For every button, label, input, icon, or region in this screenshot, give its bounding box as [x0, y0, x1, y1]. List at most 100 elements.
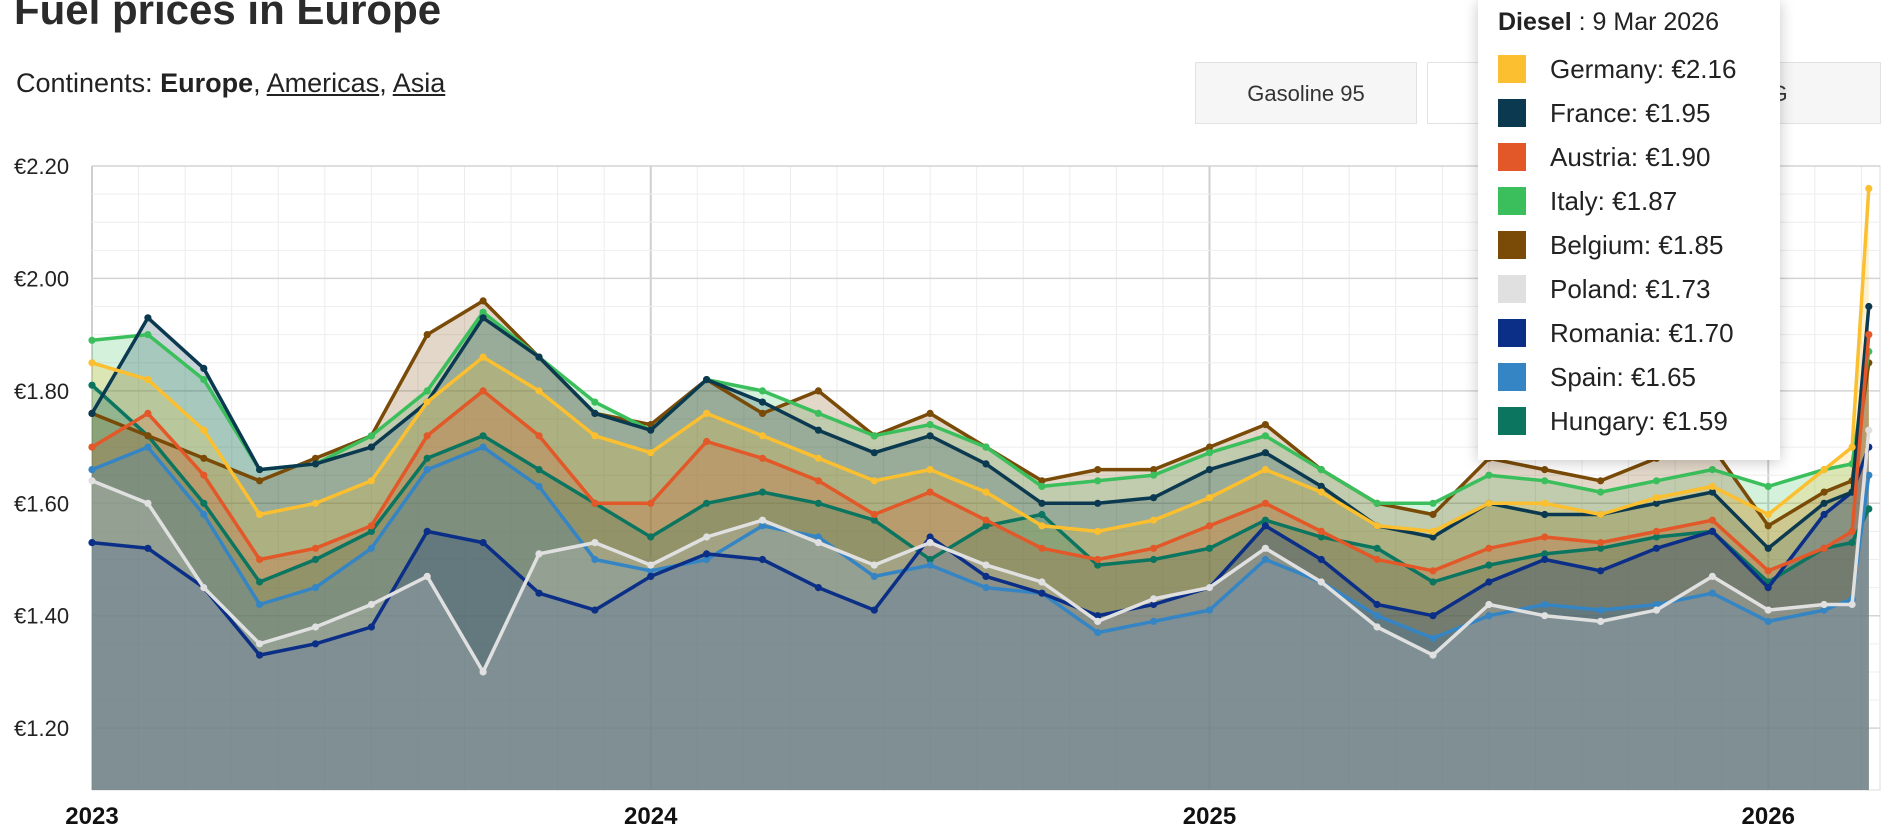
data-point-romania — [1708, 527, 1716, 535]
y-tick-label: €2.20 — [14, 154, 69, 179]
data-point-spain — [200, 510, 208, 519]
data-point-poland — [423, 572, 431, 580]
data-point-belgium — [1597, 477, 1605, 485]
data-point-poland — [1205, 584, 1214, 592]
data-point-germany — [926, 466, 934, 474]
legend-swatch — [1498, 187, 1526, 215]
data-point-hungary — [814, 499, 823, 507]
data-point-germany — [1317, 488, 1325, 496]
data-point-italy — [200, 376, 208, 384]
data-point-germany — [200, 426, 208, 434]
data-point-italy — [479, 308, 487, 316]
data-point-poland — [870, 561, 878, 569]
data-point-france — [144, 314, 152, 322]
data-point-spain — [144, 443, 152, 451]
data-point-hungary — [1597, 544, 1605, 552]
data-point-belgium — [1820, 488, 1828, 496]
data-point-france — [1038, 499, 1046, 507]
series-line-france — [90, 306, 1871, 551]
data-point-hungary — [647, 533, 655, 541]
data-point-germany — [479, 353, 487, 361]
data-point-france — [926, 432, 934, 440]
series-line-germany — [91, 188, 1871, 534]
data-point-poland — [1597, 617, 1605, 625]
data-point-italy — [870, 432, 878, 440]
continent-link-americas[interactable]: Americas — [266, 68, 380, 98]
data-point-italy — [1317, 466, 1325, 474]
data-point-austria — [1373, 555, 1381, 564]
data-point-poland — [311, 623, 320, 631]
data-point-france — [88, 409, 96, 417]
x-tick-label: 2025 — [1183, 803, 1236, 830]
data-point-poland — [1038, 578, 1046, 586]
tooltip-row-label: Germany: €2.16 — [1550, 53, 1737, 84]
data-point-belgium — [1205, 443, 1214, 451]
data-point-germany — [1541, 499, 1549, 507]
data-point-hungary — [1205, 544, 1214, 552]
data-point-austria — [144, 409, 152, 417]
data-point-italy — [591, 398, 599, 406]
tooltip-row: France: €1.95 — [1498, 91, 1760, 135]
data-point-italy — [1541, 477, 1549, 485]
data-point-italy — [1429, 499, 1437, 507]
data-point-belgium — [1150, 466, 1158, 474]
data-point-germany — [1261, 466, 1269, 474]
legend-swatch — [1498, 275, 1526, 303]
data-point-spain — [479, 443, 487, 451]
data-point-austria — [1429, 567, 1437, 575]
data-point-austria — [1205, 522, 1214, 530]
data-point-poland — [1652, 606, 1661, 614]
data-point-romania — [88, 539, 96, 547]
data-point-romania — [1429, 612, 1437, 620]
data-point-germany — [1150, 516, 1158, 524]
data-point-germany — [367, 477, 375, 485]
data-point-france — [647, 426, 655, 434]
data-point-italy — [1708, 466, 1716, 474]
tab-gasoline-95[interactable]: Gasoline 95 — [1195, 62, 1417, 124]
data-point-hungary — [1541, 550, 1549, 558]
data-point-germany — [758, 432, 767, 440]
data-point-romania — [1652, 544, 1661, 552]
data-point-romania — [1150, 600, 1158, 609]
data-point-austria — [926, 488, 934, 496]
tooltip-header: Diesel : 9 Mar 2026 — [1498, 8, 1719, 36]
data-point-germany — [1094, 527, 1102, 535]
data-point-germany — [535, 387, 543, 395]
data-point-spain — [1485, 612, 1493, 620]
data-point-poland — [1317, 578, 1325, 586]
data-point-austria — [1317, 527, 1325, 535]
tooltip-row: Germany: €2.16 — [1498, 47, 1760, 91]
continent-link-asia[interactable]: Asia — [392, 68, 446, 98]
data-point-austria — [1261, 499, 1269, 507]
data-point-hungary — [256, 578, 264, 586]
data-point-poland — [144, 499, 152, 507]
data-point-spain — [256, 600, 264, 609]
data-point-austria — [703, 437, 711, 446]
data-point-germany — [311, 499, 320, 507]
data-point-poland — [1261, 544, 1269, 552]
data-point-italy — [1094, 477, 1102, 485]
data-point-italy — [1038, 482, 1046, 490]
data-point-romania — [311, 640, 320, 648]
data-point-hungary — [367, 527, 375, 535]
data-point-france — [1150, 494, 1158, 502]
data-point-italy — [1261, 432, 1269, 440]
series-line-romania — [91, 446, 1871, 657]
data-point-germany — [144, 376, 152, 384]
tooltip-row-label: Belgium: €1.85 — [1550, 229, 1724, 260]
data-point-spain — [1094, 629, 1102, 637]
tooltip-row: Austria: €1.90 — [1498, 135, 1760, 179]
data-point-italy — [88, 336, 96, 344]
data-point-spain — [1541, 600, 1549, 609]
data-point-spain — [1597, 606, 1605, 614]
data-point-poland — [88, 477, 96, 485]
data-point-spain — [1820, 606, 1828, 614]
data-point-spain — [311, 584, 320, 592]
data-point-spain — [1865, 471, 1873, 479]
data-point-germany — [1429, 527, 1437, 535]
data-point-germany — [870, 477, 878, 485]
data-point-austria — [1652, 527, 1661, 535]
data-point-poland — [926, 539, 934, 547]
data-point-poland — [703, 533, 711, 541]
data-point-france — [1865, 302, 1873, 311]
